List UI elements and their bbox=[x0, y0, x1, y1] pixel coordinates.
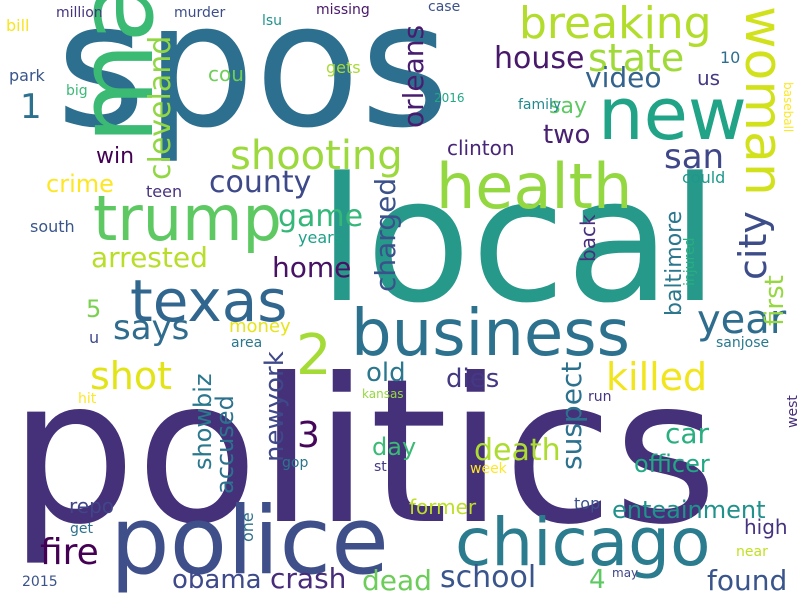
word-lsu: lsu bbox=[262, 13, 283, 29]
word-business: business bbox=[351, 297, 630, 371]
word-newyork: newyork bbox=[260, 351, 290, 462]
word-big: big bbox=[66, 83, 88, 99]
word-chicago: chicago bbox=[455, 504, 711, 581]
word-shooting: shooting bbox=[230, 133, 403, 179]
word-top: top bbox=[574, 494, 601, 513]
word-one: one bbox=[238, 512, 257, 542]
word-game: game bbox=[278, 199, 364, 234]
word-found: found bbox=[707, 564, 788, 597]
word-near: near bbox=[736, 544, 768, 560]
word-cou: cou bbox=[208, 62, 244, 86]
word-texas: texas bbox=[130, 267, 288, 335]
word-million: million bbox=[56, 5, 103, 21]
word-sanjose: sanjose bbox=[716, 335, 770, 351]
word-us: us bbox=[697, 66, 721, 90]
word-fire: fire bbox=[40, 532, 99, 573]
word-u: u bbox=[89, 328, 100, 347]
word-breaking: breaking bbox=[519, 0, 712, 49]
word-enteainment: enteainment bbox=[612, 496, 766, 524]
word-could: could bbox=[682, 168, 726, 187]
word-year: year bbox=[697, 297, 787, 343]
word-first: first bbox=[760, 275, 790, 326]
word-new: new bbox=[598, 72, 747, 156]
word-2016: 2016 bbox=[434, 91, 465, 105]
word-accused: accused bbox=[211, 395, 239, 494]
word-win: win bbox=[96, 144, 135, 169]
word-dead: dead bbox=[362, 564, 432, 597]
word-area: area bbox=[231, 335, 263, 351]
word-1: 1 bbox=[20, 87, 42, 127]
word-car: car bbox=[665, 417, 710, 450]
word-says: says bbox=[113, 308, 190, 348]
word-orleans: orleans bbox=[397, 24, 430, 128]
word-city: city bbox=[731, 211, 775, 280]
word-10: 10 bbox=[720, 48, 741, 67]
word-say: say bbox=[549, 94, 587, 119]
word-death: death bbox=[474, 433, 561, 468]
word-health: health bbox=[436, 150, 633, 223]
word-missing: missing bbox=[316, 2, 370, 18]
word-home: home bbox=[272, 251, 352, 284]
word-state: state bbox=[588, 36, 685, 80]
word-san: san bbox=[664, 137, 725, 177]
word-crash: crash bbox=[270, 562, 347, 595]
word-south: south bbox=[30, 217, 75, 236]
word-trump: trump bbox=[93, 182, 282, 255]
word-get: get bbox=[70, 521, 93, 537]
word-house: house bbox=[494, 41, 585, 76]
word-two: two bbox=[543, 120, 591, 150]
word-officer: officer bbox=[634, 450, 710, 478]
word-day: day bbox=[372, 433, 417, 461]
word-years: years bbox=[298, 228, 343, 247]
word-suspect: suspect bbox=[555, 361, 588, 470]
word-murder: murder bbox=[174, 5, 226, 21]
word-gets: gets bbox=[326, 58, 361, 77]
word-school: school bbox=[440, 560, 537, 595]
word-old: old bbox=[366, 358, 406, 388]
word-back: back bbox=[576, 214, 600, 262]
word-bill: bill bbox=[6, 16, 30, 35]
word-clinton: clinton bbox=[447, 136, 515, 160]
word-money: money bbox=[229, 316, 291, 337]
word-arrested: arrested bbox=[91, 241, 208, 274]
word-charged: charged bbox=[369, 177, 402, 292]
word-gop: gop bbox=[282, 455, 309, 471]
word-dies: dies bbox=[446, 364, 500, 394]
word-repo: repo bbox=[69, 494, 115, 518]
word-2015: 2015 bbox=[22, 574, 58, 590]
word-family: family bbox=[518, 97, 562, 113]
word-kansas: kansas bbox=[362, 387, 404, 401]
word-3: 3 bbox=[297, 415, 320, 456]
word-injured: injured bbox=[682, 237, 698, 286]
word-teen: teen bbox=[146, 182, 183, 201]
word-2: 2 bbox=[296, 323, 332, 388]
word-video: video bbox=[585, 61, 662, 94]
word-park: park bbox=[9, 66, 45, 85]
word-week: week bbox=[470, 461, 507, 477]
word-crime: crime bbox=[46, 170, 114, 198]
word-5: 5 bbox=[86, 295, 102, 323]
word-high: high bbox=[744, 515, 788, 539]
word-hit: hit bbox=[78, 391, 97, 407]
word-police: police bbox=[110, 487, 389, 596]
word-politics: politics bbox=[9, 336, 718, 569]
word-case: case bbox=[428, 0, 461, 15]
word-st: st bbox=[374, 459, 387, 475]
word-county: county bbox=[209, 165, 312, 200]
word-run: run bbox=[588, 389, 612, 405]
word-shot: shot bbox=[90, 354, 173, 398]
word-local: local bbox=[318, 140, 719, 341]
word-killed: killed bbox=[606, 355, 708, 399]
word-baseball: baseball bbox=[781, 82, 795, 133]
word-4: 4 bbox=[589, 565, 606, 595]
word-cleveland: cleveland bbox=[143, 35, 178, 180]
word-former: former bbox=[409, 495, 477, 519]
word-may: may bbox=[612, 566, 639, 580]
word-spos: spos bbox=[56, 0, 450, 166]
word-west: west bbox=[785, 395, 800, 428]
word-obama: obama bbox=[172, 565, 262, 595]
